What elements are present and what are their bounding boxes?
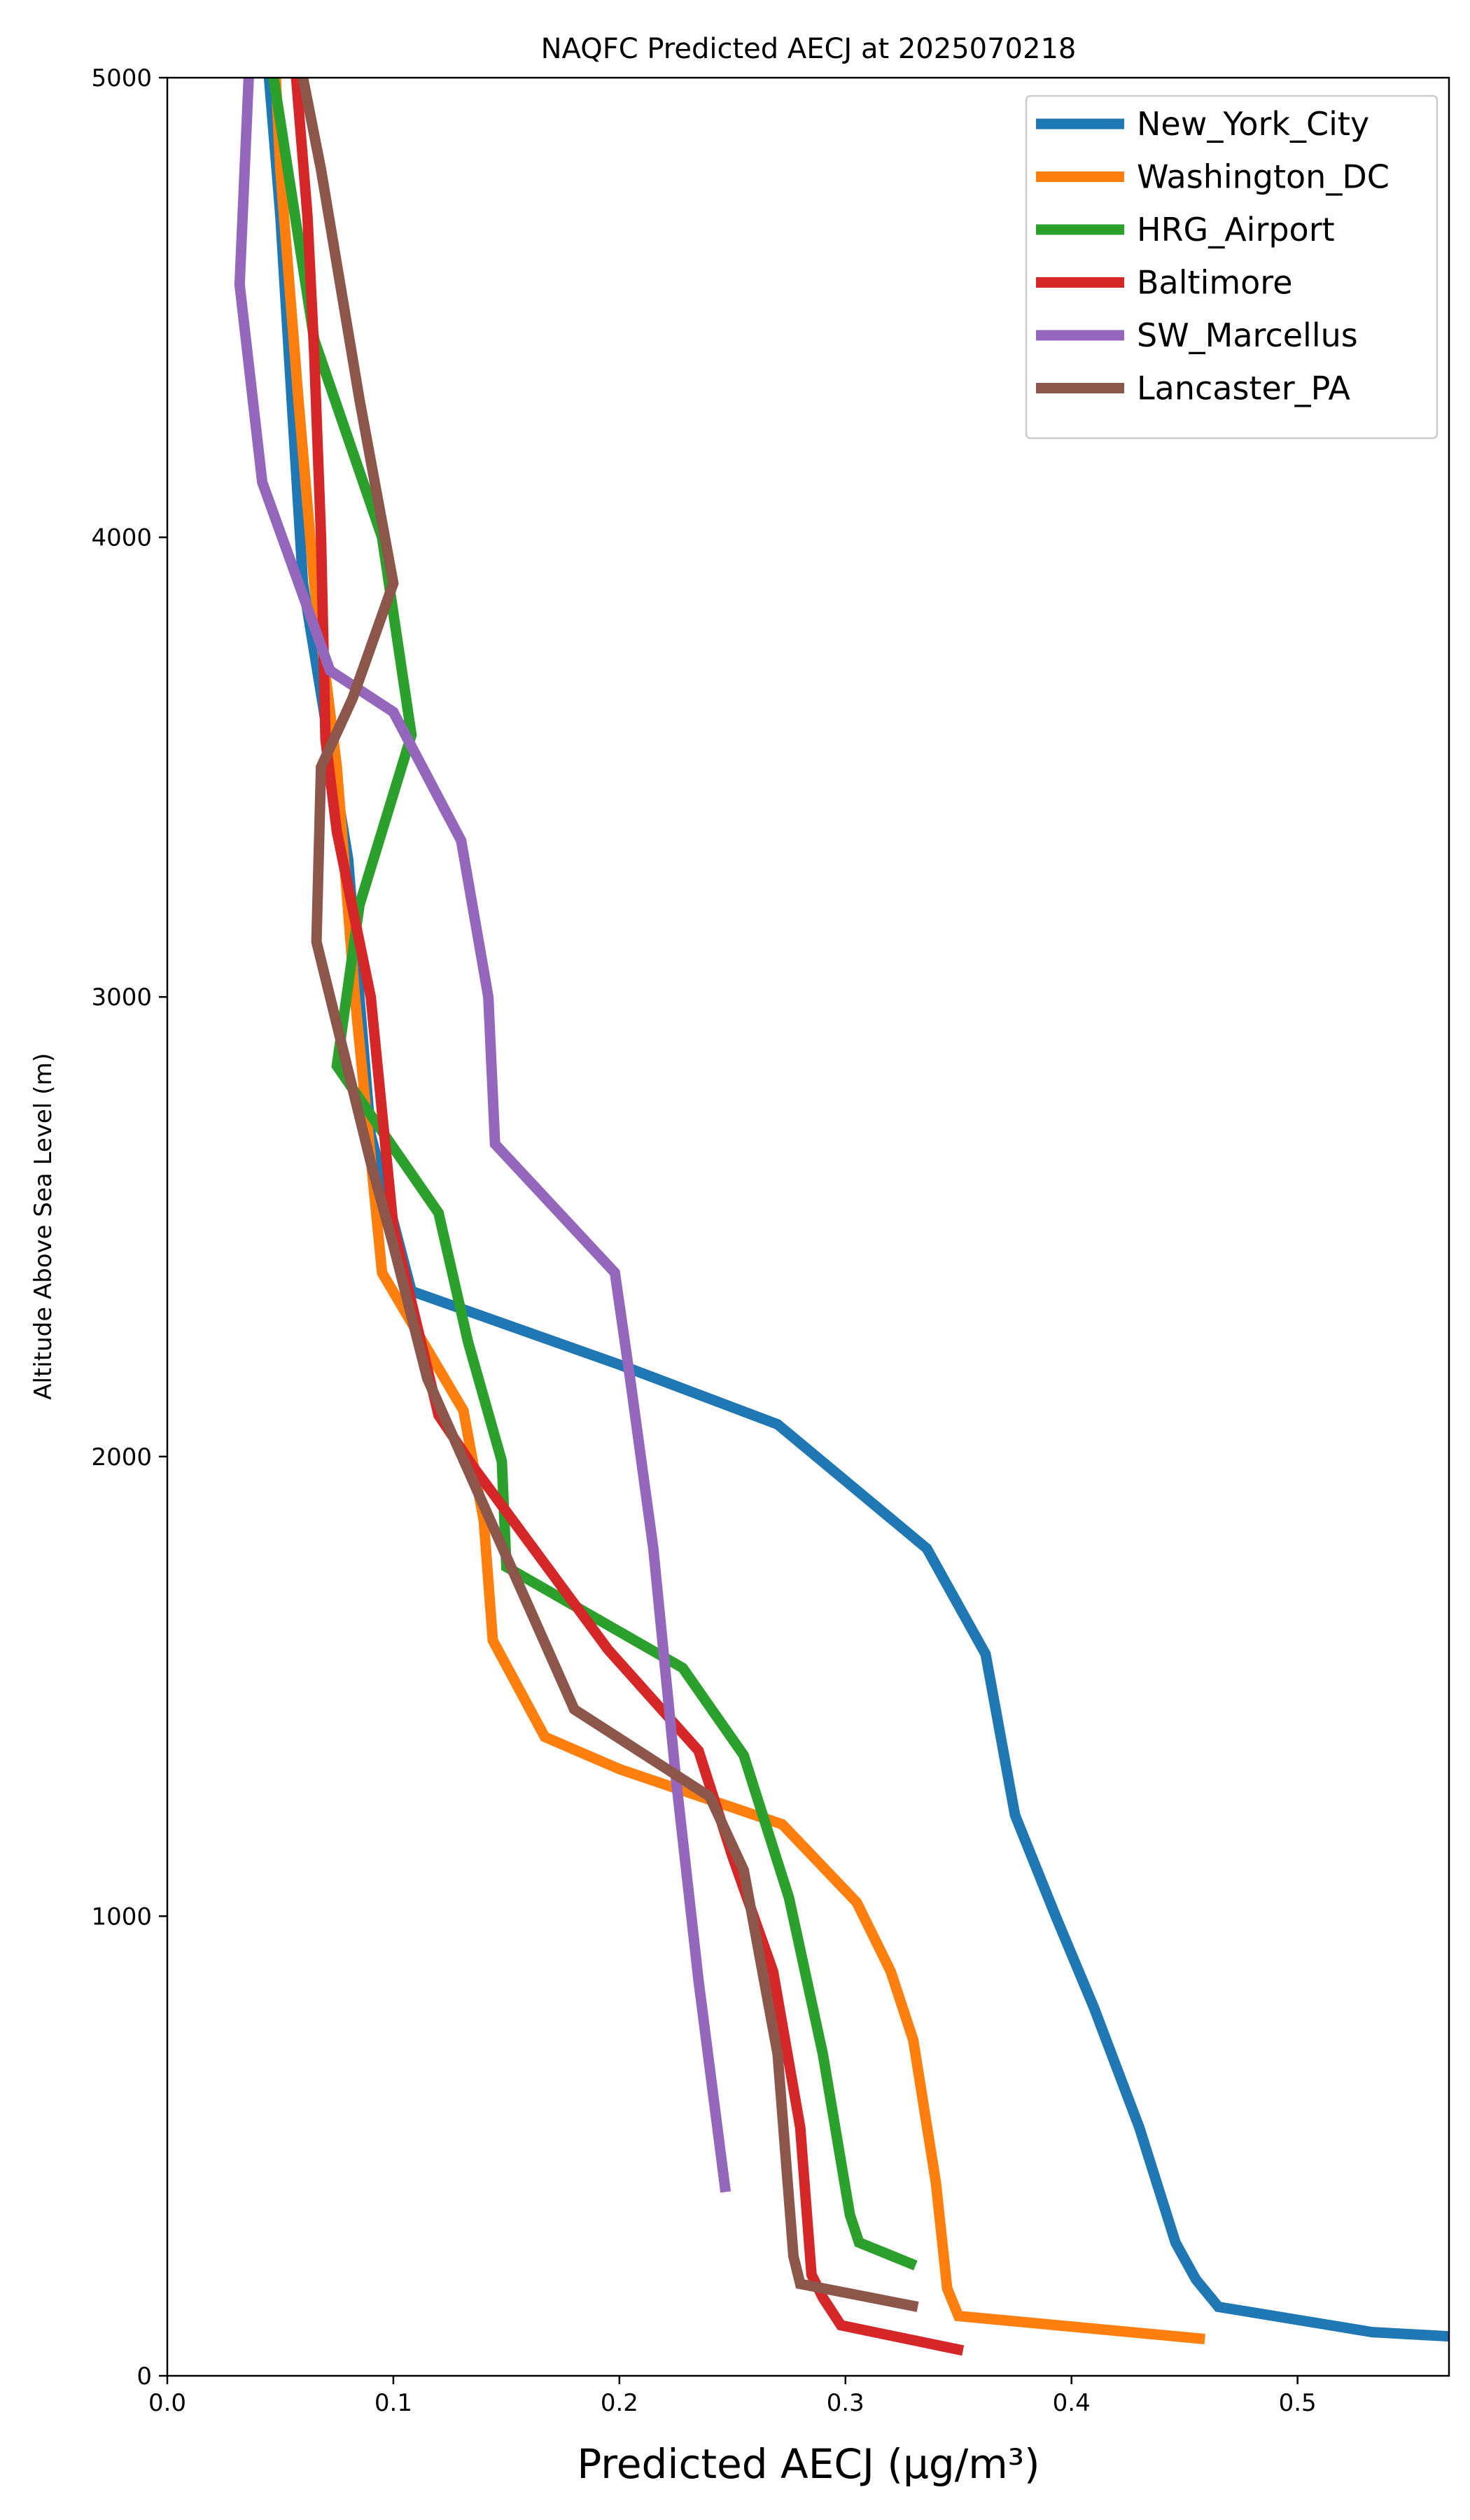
legend-box [1025,94,1438,440]
x-axis-label: Predicted AECJ (μg/m³) [577,2440,1040,2488]
x-tick-label: 0.2 [601,2389,638,2417]
legend-label: SW_Marcellus [1137,316,1358,354]
legend-label: Baltimore [1137,264,1293,302]
y-tick-label: 3000 [91,983,152,1011]
x-tick-label: 0.0 [148,2389,186,2417]
legend-label: Lancaster_PA [1137,370,1350,407]
y-tick-label: 0 [136,2362,152,2390]
x-tick-label: 0.5 [1279,2389,1317,2417]
x-axis: 0.0 0.1 0.2 0.3 0.4 0.5 [148,2376,1317,2417]
series-layer [234,78,1449,2356]
y-tick-label: 1000 [91,1903,152,1931]
series-line-lancaster-pa [298,78,919,2312]
legend: New_York_City Washington_DC HRG_Airport Bal… [1025,94,1438,440]
series-line-sw-marcellus [234,78,732,2193]
y-tick-label: 4000 [91,524,152,552]
x-tick-label: 0.4 [1053,2389,1091,2417]
series-line-baltimore [290,78,965,2356]
legend-label: HRG_Airport [1137,211,1335,248]
x-tick-label: 0.1 [374,2389,412,2417]
y-axis-label: Altitude Above Sea Level (m) [29,1053,57,1400]
legend-label: New_York_City [1137,105,1369,143]
y-axis: 0 1000 2000 3000 4000 5000 [91,64,167,2390]
series-line-hrg-airport [268,78,918,2271]
legend-label: Washington_DC [1137,158,1390,196]
plot-frame [166,76,1450,2377]
chart-title: NAQFC Predicted AECJ at 2025070218 [541,33,1077,65]
y-tick-label: 2000 [91,1443,152,1471]
x-tick-label: 0.3 [827,2389,864,2417]
y-tick-label: 5000 [91,64,152,92]
